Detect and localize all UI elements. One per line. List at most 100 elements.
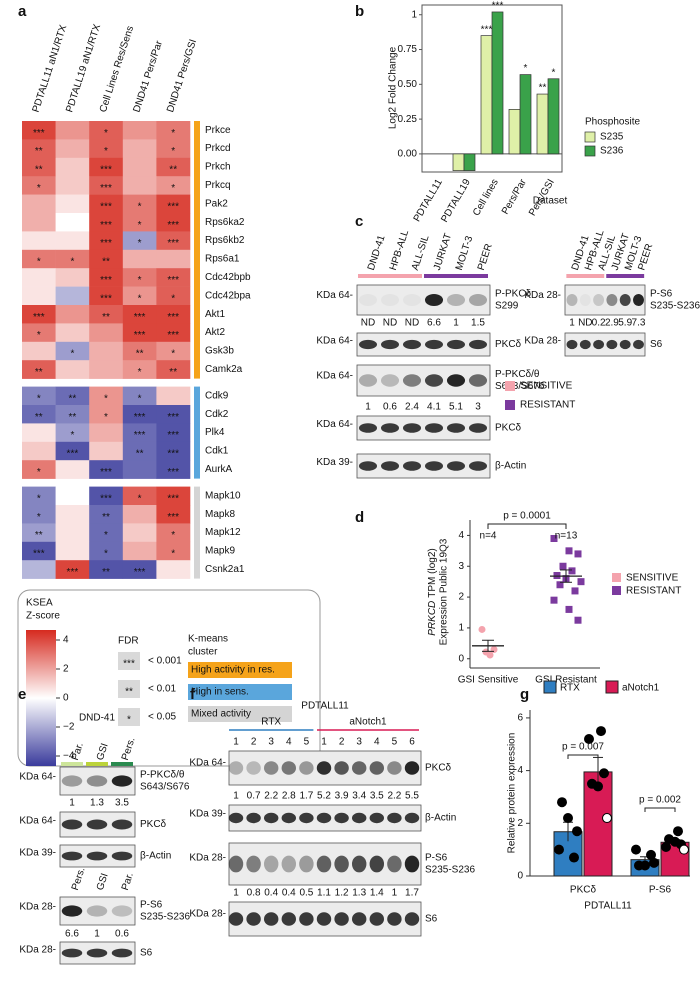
legend-label: RESISTANT [520,400,575,411]
heatmap-cell [22,523,56,543]
significance-stars: * [171,128,175,139]
heatmap-cell [89,386,124,406]
significance-stars: * [70,349,74,360]
legend-box [17,589,321,767]
heatmap-cell [122,323,157,343]
quantification: 7.3 [632,318,646,329]
blot-band [387,855,402,873]
heatmap-cell [55,386,90,406]
heatmap-cell [156,305,191,324]
y-tick-label: 0.00 [398,149,418,160]
heatmap-cell [89,405,124,424]
heatmap-cell [89,176,124,195]
blot-band [369,912,385,926]
significance-stars: ** [169,367,177,378]
significance-stars: *** [492,1,504,12]
panel-letter: d [355,509,364,526]
legend-label: RESISTANT [626,586,681,597]
significance-stars: * [37,393,41,404]
legend-label: RTX [560,683,580,694]
p-value: p = 0.0001 [503,511,551,522]
blot-band [263,812,279,824]
kda-marker: KDa 64- [316,419,353,430]
blot-band [369,855,385,873]
column-label: DND41 Pers/Par [132,39,166,114]
quantification: 2.2 [387,791,401,802]
blot-band [446,294,466,306]
kda-marker: KDa 64- [19,815,56,826]
data-point [596,726,606,737]
heatmap-cell [55,405,90,424]
cluster-label: High in sens. [191,687,249,698]
heatmap-cell [122,268,157,287]
blot-band [246,812,261,824]
blot-band [263,912,279,926]
quantification: 1 [453,318,459,329]
blot-label: P-S6 [140,900,163,911]
heatmap-cell [156,405,191,424]
blot-band [606,339,618,350]
kda-marker: KDa 64- [316,290,353,301]
y-tick-label: 4 [458,530,464,541]
cluster-swatch [188,662,292,678]
significance-stars: *** [100,275,112,286]
heatmap-cell [89,523,124,543]
row-label: Prkce [205,125,231,136]
quantification: 0.8 [247,888,261,899]
colorbar [26,630,56,766]
quantification: 0.4 [282,888,296,899]
quantification: 0.7 [247,791,261,802]
blot-band [246,761,261,775]
blot-band [228,855,244,873]
heatmap-cell [55,286,90,306]
fdr-swatch [118,652,140,670]
lane-label: 1 [233,737,239,748]
heatmap-cell [89,505,124,524]
heatmap-cell [122,341,157,361]
heatmap-cell [22,405,56,424]
quantification: 0.5 [299,888,313,899]
bar [463,153,476,171]
data-point [673,826,683,837]
heatmap-cell [55,249,90,269]
kda-marker: KDa 39- [19,847,56,858]
significance-stars: *** [134,412,146,423]
cluster-swatch [188,706,292,722]
y-tick-label: 0 [458,653,464,664]
blot-band [593,294,605,306]
data-point [565,547,573,555]
fdr-swatch [118,708,140,726]
legend-swatch [605,680,619,694]
significance-stars: *** [167,201,179,212]
significance-stars: *** [134,312,146,323]
blot-band [468,423,488,433]
quantification: 1.3 [352,888,366,899]
quantification: 2.9 [605,318,619,329]
quantification: 2.2 [264,791,278,802]
blot-band [380,423,400,433]
significance-stars: *** [167,493,179,504]
row-label: Mapk8 [205,509,235,520]
significance-stars: *** [33,549,45,560]
heatmap-cell [22,157,56,177]
y-tick-label: 2 [458,592,464,603]
heatmap-cell [156,341,191,361]
quantification: 1.7 [405,888,419,899]
significance-stars: * [524,63,528,74]
significance-stars: *** [167,275,179,286]
kda-marker: KDa 39- [189,809,226,820]
significance-stars: * [104,128,108,139]
heatmap-cell [89,360,124,379]
quantification: 1.1 [317,888,331,899]
significance-stars: *** [100,165,112,176]
fdr-label: < 0.05 [148,712,177,723]
fdr-label: < 0.001 [148,656,182,667]
y-axis-title-gene: PRKCD [427,601,438,636]
blot-band [358,339,378,350]
lane-label: Pers. [120,736,138,762]
heatmap-cell [122,505,157,524]
legend-swatch [543,680,557,694]
significance-stars: *** [134,567,146,578]
significance-stars: * [70,430,74,441]
significance-stars: * [37,467,41,478]
